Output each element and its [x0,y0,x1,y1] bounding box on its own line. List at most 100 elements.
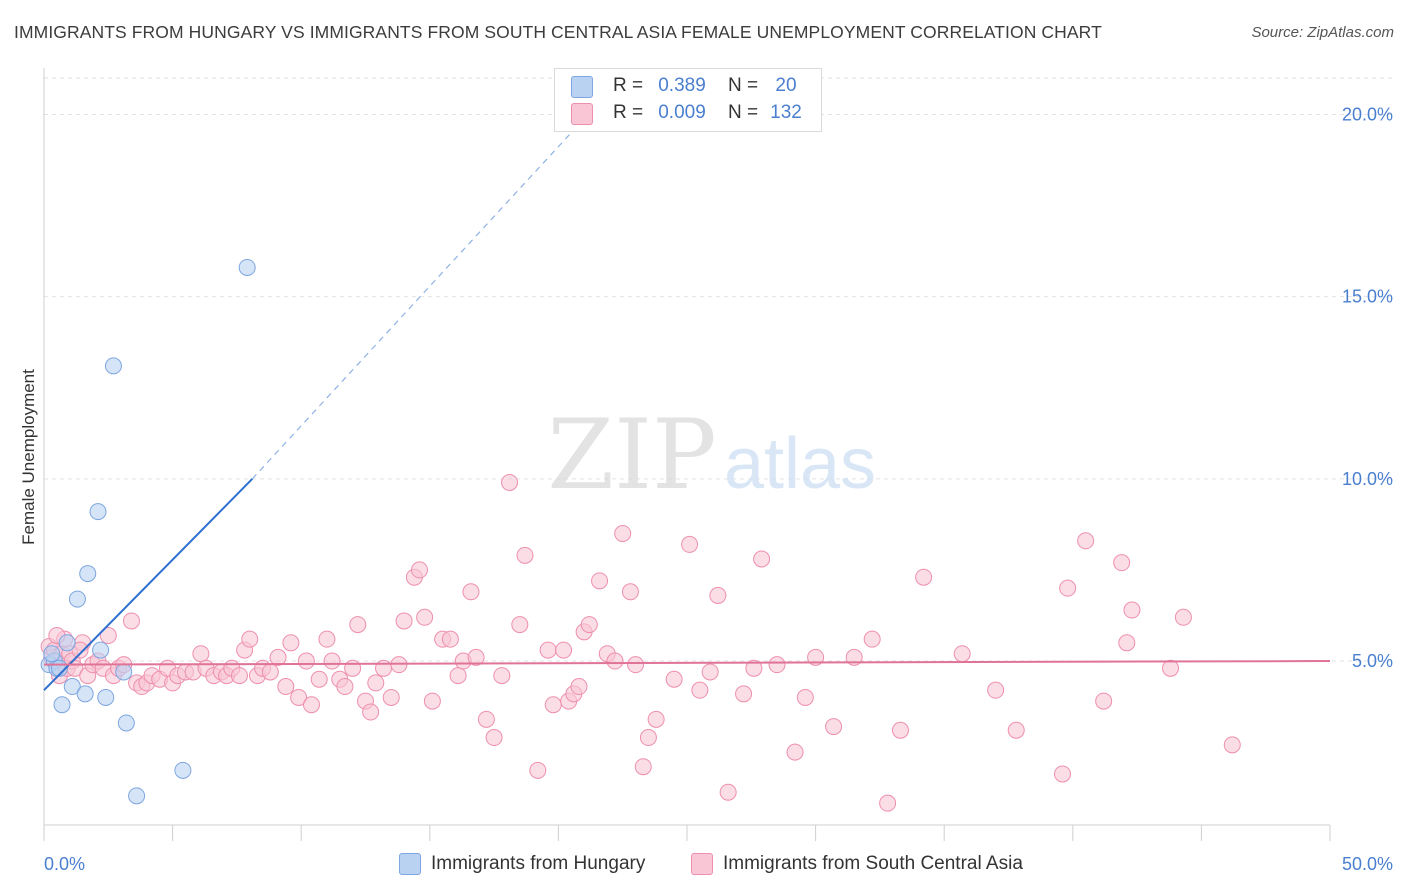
point-south-central-asia [511,616,529,634]
point-south-central-asia [1118,634,1136,652]
r-label: R = [613,75,644,96]
point-south-central-asia [879,794,897,812]
point-south-central-asia [277,678,295,696]
n-value: 20 [775,75,797,96]
r-label: R = [613,102,644,123]
point-south-central-asia [71,641,89,659]
point-south-central-asia [192,645,210,663]
point-south-central-asia [786,743,804,761]
point-south-central-asia [416,608,434,626]
x-tick-label: 50.0% [1342,854,1393,874]
point-south-central-asia [1174,608,1192,626]
point-south-central-asia [501,473,519,491]
point-south-central-asia [1007,721,1025,739]
point-south-central-asia [344,659,362,677]
point-south-central-asia [915,568,933,586]
point-south-central-asia [1054,765,1072,783]
point-hungary [63,678,81,696]
point-south-central-asia [570,678,588,696]
point-hungary [92,641,110,659]
point-south-central-asia [1123,601,1141,619]
point-hungary [174,761,192,779]
point-hungary [115,663,133,681]
point-south-central-asia [467,648,485,666]
point-south-central-asia [336,678,354,696]
point-south-central-asia [269,648,287,666]
point-south-central-asia [1059,579,1077,597]
point-south-central-asia [753,550,771,568]
point-south-central-asia [647,710,665,728]
point-south-central-asia [411,561,429,579]
point-south-central-asia [606,652,624,670]
stats-swatch-hungary [571,76,593,98]
n-label: N = [728,102,759,123]
series-hungary [40,258,256,805]
point-south-central-asia [395,612,413,630]
point-south-central-asia [349,616,367,634]
point-south-central-asia [681,535,699,553]
point-hungary [117,714,135,732]
point-south-central-asia [768,656,786,674]
point-south-central-asia [796,688,814,706]
point-south-central-asia [1223,736,1241,754]
axes [43,68,1331,841]
point-south-central-asia [825,718,843,736]
point-south-central-asia [261,663,279,681]
point-south-central-asia [627,656,645,674]
point-south-central-asia [493,667,511,685]
watermark-atlas: atlas [724,424,876,504]
chart-title: IMMIGRANTS FROM HUNGARY VS IMMIGRANTS FR… [14,22,1102,42]
point-hungary [68,590,86,608]
point-south-central-asia [318,630,336,648]
point-hungary [128,787,146,805]
point-south-central-asia [529,761,547,779]
point-south-central-asia [863,630,881,648]
point-south-central-asia [639,729,657,747]
point-south-central-asia [323,652,341,670]
y-tick-label: 20.0% [1342,104,1393,124]
point-south-central-asia [614,524,632,542]
point-south-central-asia [1162,659,1180,677]
point-south-central-asia [701,663,719,681]
point-hungary [53,696,71,714]
point-south-central-asia [634,758,652,776]
point-south-central-asia [367,674,385,692]
point-south-central-asia [290,688,308,706]
stats-row-south-central-asia: R = 0.009 N = 132 [555,100,821,128]
point-south-central-asia [580,616,598,634]
point-south-central-asia [621,583,639,601]
point-hungary [238,258,256,276]
trend-line-hungary [43,478,254,691]
point-south-central-asia [544,696,562,714]
legend-swatch-south-central-asia [691,853,713,875]
point-south-central-asia [99,627,117,645]
n-label: N = [728,75,759,96]
point-south-central-asia [539,641,557,659]
y-axis-label: Female Unemployment [19,369,38,545]
point-south-central-asia [449,667,467,685]
gridlines [44,77,1394,662]
tick-labels: 5.0% 10.0% 15.0% 20.0% 0.0% 50.0% [44,104,1393,874]
point-south-central-asia [310,670,328,688]
y-tick-label: 5.0% [1352,651,1393,671]
point-south-central-asia [555,641,573,659]
point-south-central-asia [241,630,259,648]
r-value: 0.389 [658,75,706,96]
point-south-central-asia [462,583,480,601]
point-south-central-asia [302,696,320,714]
stats-box: R = 0.389 N = 20 R = 0.009 N = 132 [554,68,822,132]
point-south-central-asia [987,681,1005,699]
point-south-central-asia [423,692,441,710]
point-south-central-asia [709,586,727,604]
point-south-central-asia [735,685,753,703]
point-south-central-asia [1113,554,1131,572]
point-south-central-asia [691,681,709,699]
watermark: ZIP atlas [547,399,876,511]
point-hungary [58,634,76,652]
point-south-central-asia [516,546,534,564]
point-hungary [97,688,115,706]
point-south-central-asia [953,645,971,663]
point-hungary [104,357,122,375]
series-south-central-asia [40,473,1241,812]
